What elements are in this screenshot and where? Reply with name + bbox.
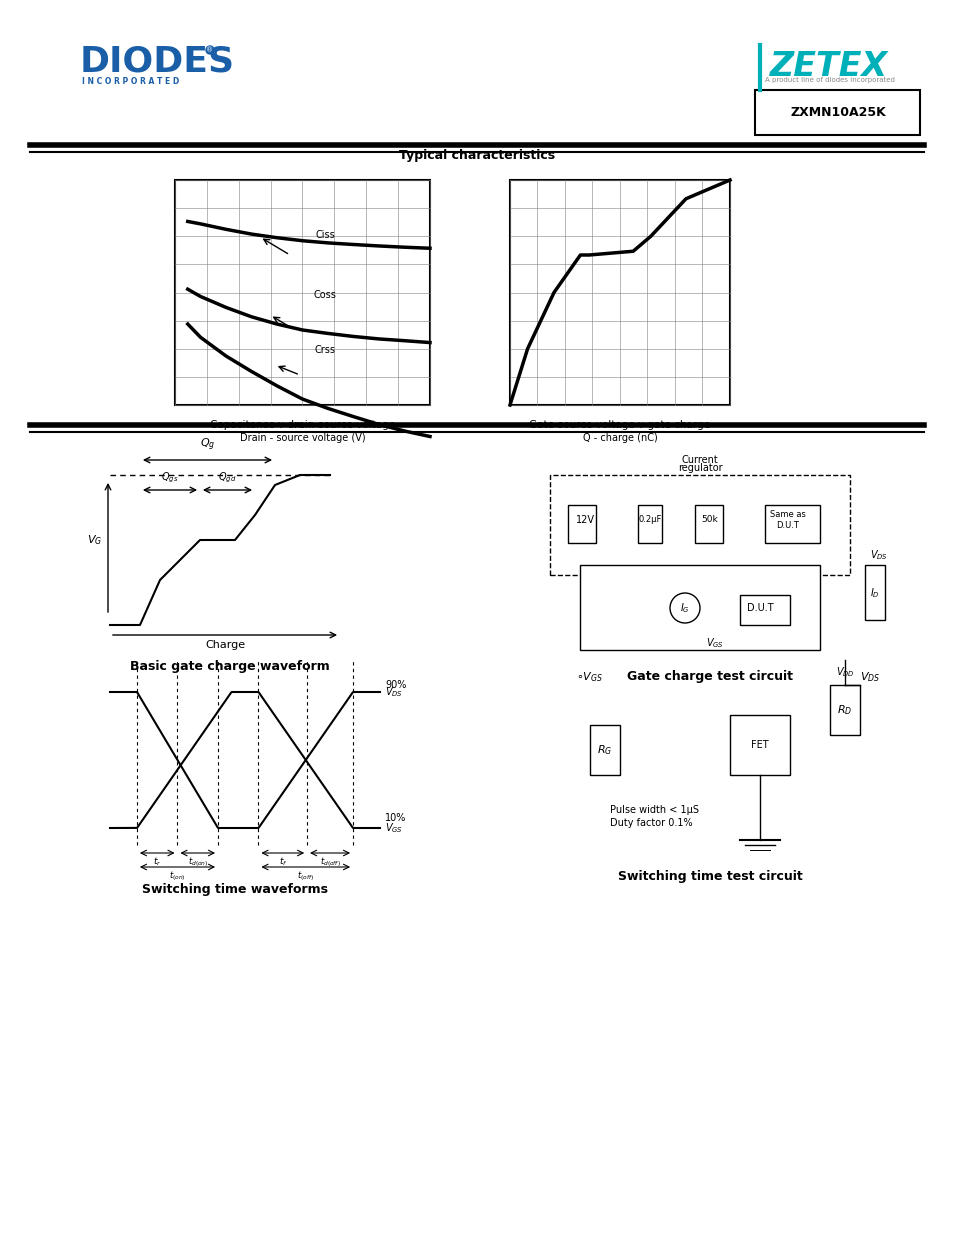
Bar xyxy=(638,505,661,543)
Text: D.U.T: D.U.T xyxy=(746,603,773,613)
Text: $Q_{gd}$: $Q_{gd}$ xyxy=(218,471,236,485)
Text: $Q_g$: $Q_g$ xyxy=(199,437,215,453)
Bar xyxy=(829,685,859,735)
Text: $t_f$: $t_f$ xyxy=(278,855,287,867)
Text: Pulse width < 1μS: Pulse width < 1μS xyxy=(609,805,699,815)
Text: Gate-source voltage v gate charge: Gate-source voltage v gate charge xyxy=(529,420,710,430)
Text: Crss: Crss xyxy=(314,345,335,354)
Bar xyxy=(550,475,849,576)
Text: Q - charge (nC): Q - charge (nC) xyxy=(582,433,657,443)
Text: $\circ V_{GS}$: $\circ V_{GS}$ xyxy=(576,671,603,684)
Text: $V_{GS}$: $V_{GS}$ xyxy=(705,636,723,650)
Bar xyxy=(285,225,365,325)
Text: $t_{(off)}$: $t_{(off)}$ xyxy=(297,869,314,883)
Text: 12V: 12V xyxy=(575,515,594,525)
Text: Typical characteristics: Typical characteristics xyxy=(398,149,555,162)
Text: A product line of diodes incorporated: A product line of diodes incorporated xyxy=(764,77,894,83)
Text: $I_D$: $I_D$ xyxy=(869,587,879,600)
Text: ZETEX: ZETEX xyxy=(769,49,887,83)
Bar xyxy=(764,505,820,543)
Text: Coss: Coss xyxy=(314,290,336,300)
Bar xyxy=(754,90,919,135)
Text: Gate charge test circuit: Gate charge test circuit xyxy=(626,671,792,683)
Circle shape xyxy=(669,593,700,622)
Text: Drain - source voltage (V): Drain - source voltage (V) xyxy=(239,433,365,443)
Text: Ciss: Ciss xyxy=(314,230,335,240)
Text: $R_D$: $R_D$ xyxy=(837,703,852,716)
Bar xyxy=(510,180,729,405)
Text: FET: FET xyxy=(750,740,768,750)
Text: DIODES: DIODES xyxy=(80,44,234,79)
Text: $Q_{gs}$: $Q_{gs}$ xyxy=(161,471,178,485)
Bar xyxy=(729,715,789,776)
Bar xyxy=(174,180,430,405)
Text: 10%: 10% xyxy=(385,813,406,823)
Text: $R_G$: $R_G$ xyxy=(597,743,612,757)
Text: Switching time waveforms: Switching time waveforms xyxy=(142,883,328,897)
Text: Duty factor 0.1%: Duty factor 0.1% xyxy=(609,818,692,827)
Text: $t_{d(off)}$: $t_{d(off)}$ xyxy=(319,855,340,868)
Text: Basic gate charge waveform: Basic gate charge waveform xyxy=(130,659,330,673)
Text: $t_r$: $t_r$ xyxy=(152,855,161,867)
Text: I N C O R P O R A T E D: I N C O R P O R A T E D xyxy=(82,77,179,86)
Text: 0.2μF: 0.2μF xyxy=(638,515,661,525)
Text: 90%: 90% xyxy=(385,680,406,690)
Bar xyxy=(740,595,789,625)
Circle shape xyxy=(206,46,213,54)
Text: Capacitance v drain-source voltage: Capacitance v drain-source voltage xyxy=(210,420,395,430)
Text: ZXMN10A25K: ZXMN10A25K xyxy=(789,106,885,120)
Text: $t_{d(on)}$: $t_{d(on)}$ xyxy=(188,855,208,868)
Text: Same as
D.U.T: Same as D.U.T xyxy=(769,510,805,530)
Text: $V_{DS}$: $V_{DS}$ xyxy=(859,671,880,684)
Text: Switching time test circuit: Switching time test circuit xyxy=(617,869,801,883)
Bar xyxy=(589,725,619,776)
Text: $V_G$: $V_G$ xyxy=(88,534,103,547)
Text: 50k: 50k xyxy=(700,515,718,525)
Text: Current: Current xyxy=(680,454,718,466)
Text: $V_{DD}$: $V_{DD}$ xyxy=(835,664,854,679)
Text: $t_{(on)}$: $t_{(on)}$ xyxy=(169,869,186,883)
Text: $V_{DS}$: $V_{DS}$ xyxy=(385,685,402,699)
Bar xyxy=(695,505,722,543)
Bar xyxy=(579,564,820,650)
Bar xyxy=(567,505,596,543)
Text: $V_{DS}$: $V_{DS}$ xyxy=(869,548,887,562)
Bar xyxy=(864,564,884,620)
Text: $I_G$: $I_G$ xyxy=(679,601,689,615)
Text: ®: ® xyxy=(206,47,213,53)
Text: regulator: regulator xyxy=(677,463,721,473)
Text: $V_{GS}$: $V_{GS}$ xyxy=(385,821,402,835)
Text: Charge: Charge xyxy=(205,640,245,650)
